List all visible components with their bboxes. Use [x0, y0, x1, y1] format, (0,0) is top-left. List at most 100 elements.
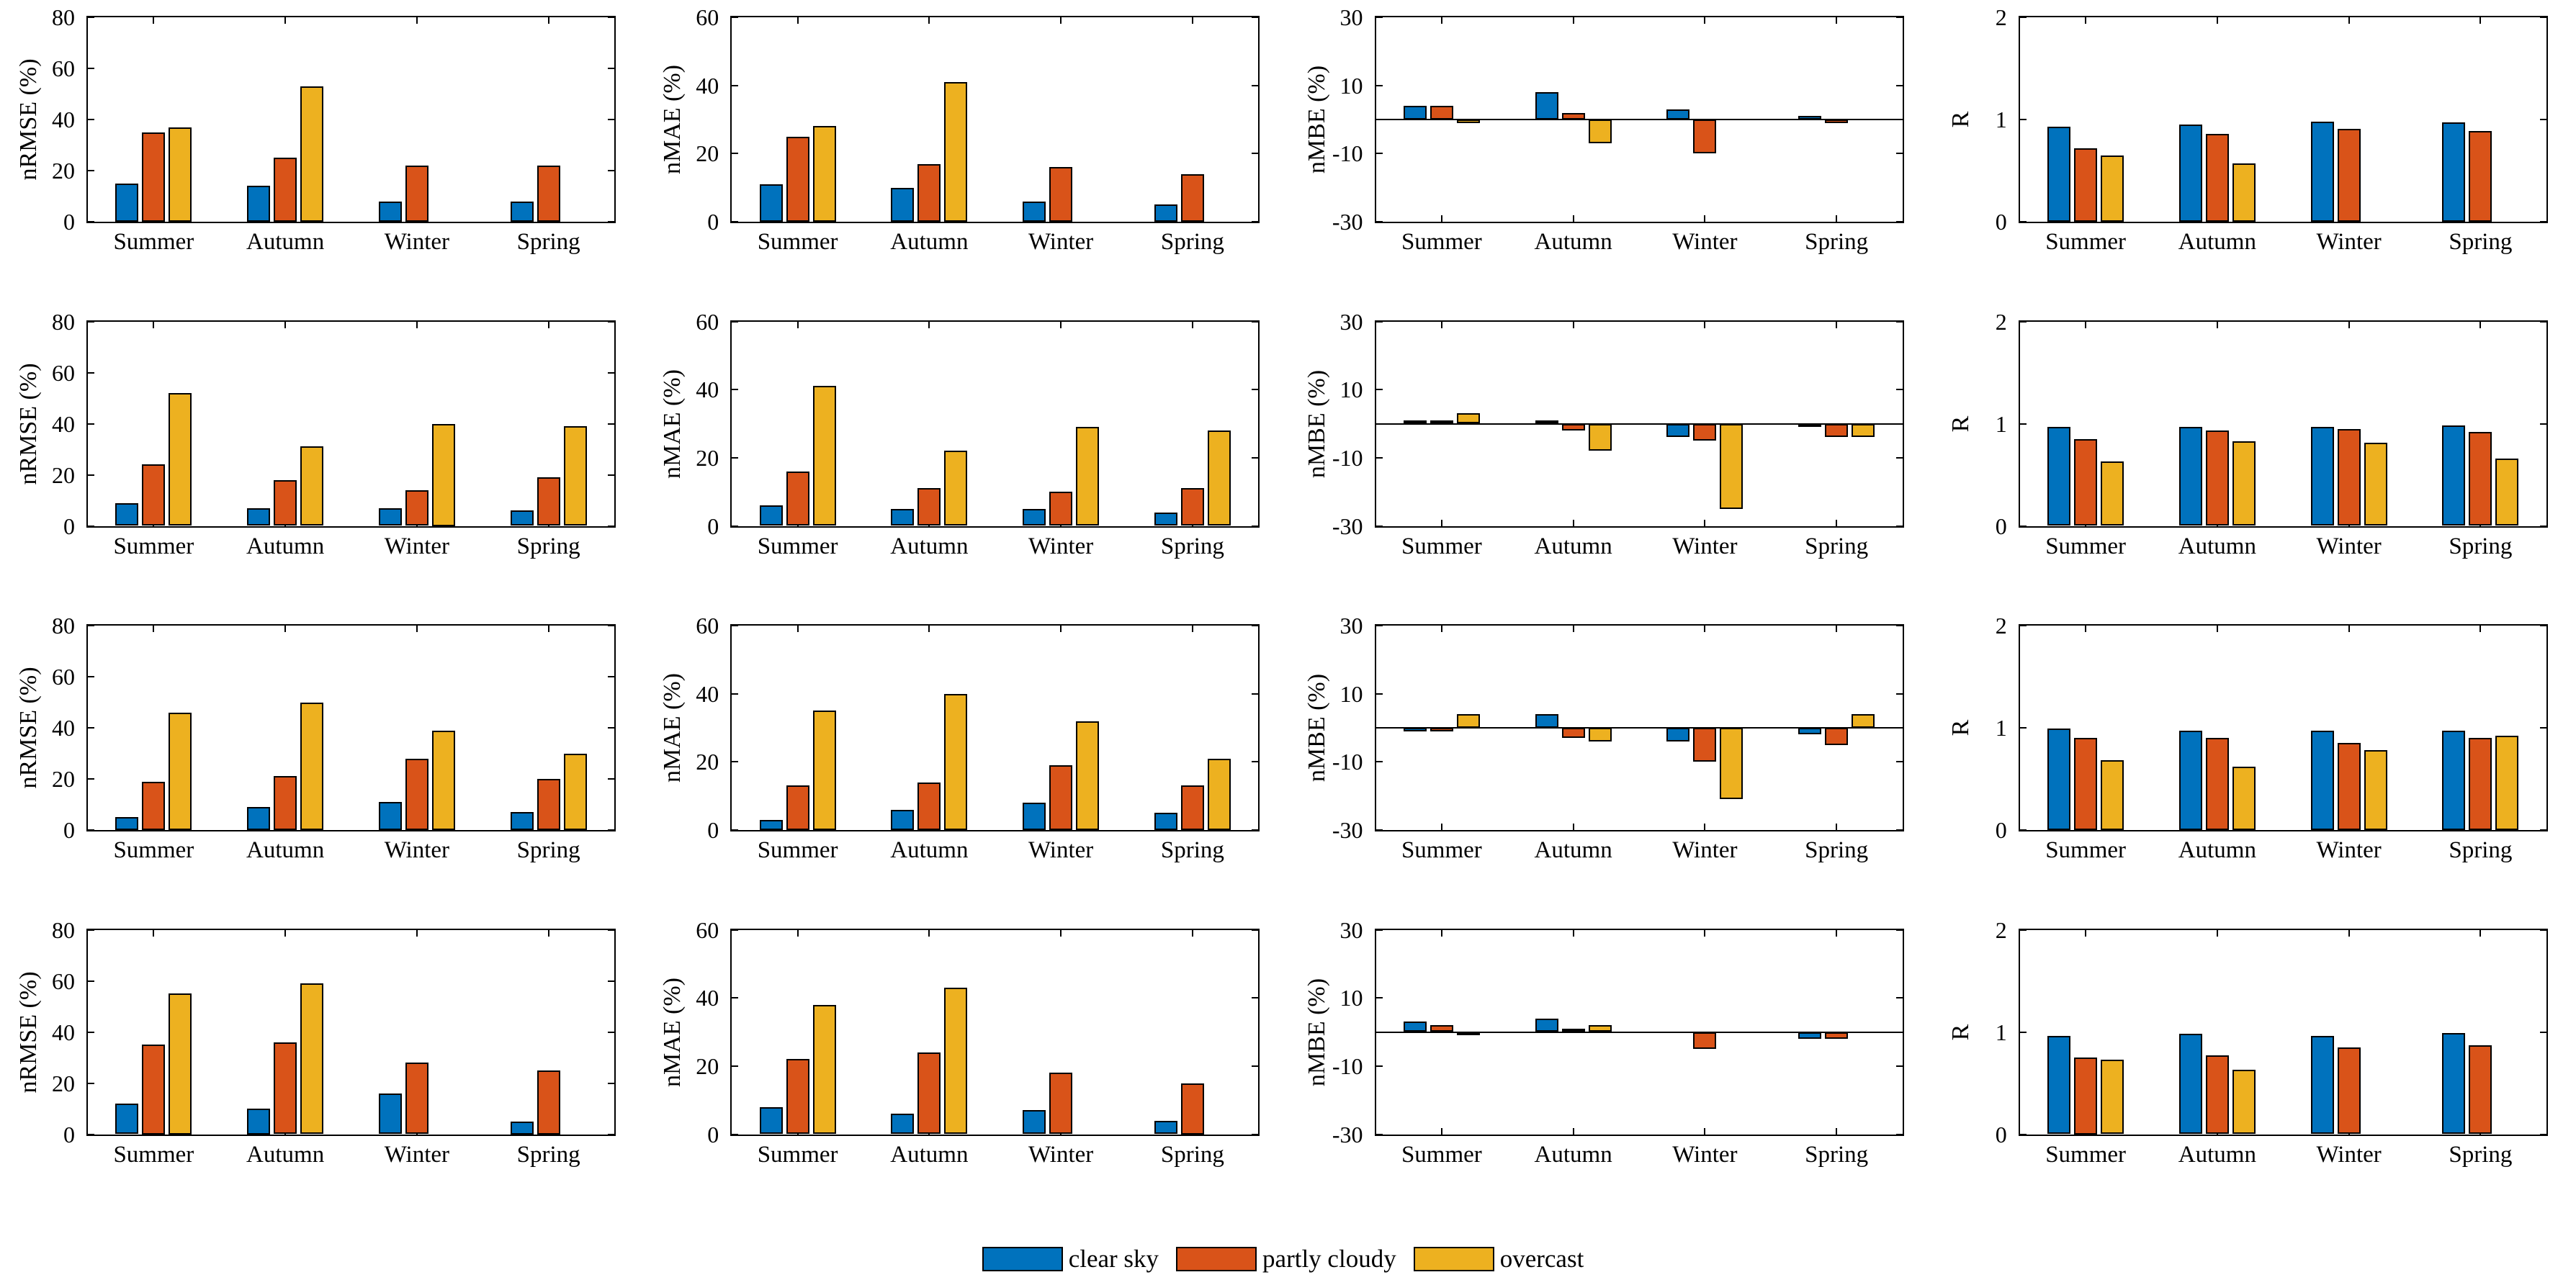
y-tick-label: 0	[707, 513, 719, 539]
bar-partly-cloudy	[2469, 431, 2492, 526]
x-tick-mark	[153, 929, 155, 937]
x-tick-mark	[1704, 929, 1706, 937]
y-tick-mark	[732, 320, 739, 323]
zero-baseline	[1375, 727, 1903, 729]
y-tick-mark	[1252, 1065, 1259, 1067]
x-tick-mark	[1572, 626, 1574, 632]
x-tick-label: Spring	[1160, 229, 1224, 255]
y-tick-mark	[1375, 829, 1383, 831]
bar-clear-sky	[1154, 512, 1177, 526]
bar-clear-sky	[759, 819, 783, 830]
y-tick-label: 40	[52, 1019, 75, 1045]
y-tick-mark	[2019, 829, 2027, 831]
y-tick-mark	[732, 17, 739, 18]
bar-clear-sky	[378, 801, 402, 830]
plot-area	[2018, 624, 2548, 831]
bar-partly-cloudy	[274, 479, 297, 526]
legend-item-clear-sky: clear sky	[982, 1245, 1169, 1273]
x-tick-mark	[1440, 929, 1442, 937]
y-tick-mark	[608, 929, 614, 931]
x-tick-label: Spring	[2449, 1141, 2513, 1168]
x-tick-label: Spring	[2449, 533, 2513, 559]
y-tick-mark	[2539, 1133, 2546, 1135]
y-tick-mark	[2539, 119, 2546, 120]
x-tick-label: Spring	[1160, 1141, 1224, 1168]
x-tick-mark	[1704, 519, 1706, 526]
bar-clear-sky	[759, 1106, 783, 1135]
plot-area	[1374, 624, 1904, 831]
bar-clear-sky	[510, 812, 534, 830]
bar-overcast	[169, 993, 192, 1135]
bar-partly-cloudy	[917, 1052, 941, 1135]
y-tick-label: 20	[52, 766, 75, 792]
y-tick-label: 40	[696, 72, 719, 99]
y-tick-label: 0	[63, 209, 75, 235]
y-tick-mark	[608, 221, 614, 222]
x-tick-mark	[1060, 17, 1062, 24]
y-tick-mark	[1895, 389, 1903, 391]
subplot-nmae-row2: nMAE (%) 0 20 40 60 Summer Autumn Winter Spring	[644, 305, 1288, 609]
bar-overcast	[944, 81, 968, 222]
y-tick-mark	[608, 676, 614, 677]
y-tick-mark	[1895, 17, 1903, 18]
y-tick-mark	[732, 761, 739, 763]
legend-swatch-clear-sky	[982, 1247, 1063, 1271]
bar-partly-cloudy	[2337, 743, 2361, 830]
bar-partly-cloudy	[2074, 148, 2098, 222]
y-tick-label: 2	[1995, 4, 2007, 30]
bar-partly-cloudy	[1561, 728, 1585, 739]
bar-clear-sky	[2310, 121, 2334, 222]
subplot-r-row2: R 0 1 2 Summer Autumn Winter Spring	[1932, 305, 2576, 609]
x-tick-mark	[1440, 519, 1442, 526]
x-tick-mark	[2479, 17, 2482, 24]
y-tick-label: 0	[1995, 817, 2007, 843]
y-tick-mark	[1252, 525, 1259, 527]
bar-clear-sky	[510, 510, 534, 526]
y-tick-label: 20	[696, 749, 719, 775]
y-tick-mark	[732, 1065, 739, 1067]
bar-overcast	[1852, 423, 1875, 438]
bar-partly-cloudy	[1180, 488, 1204, 526]
y-tick-mark	[88, 119, 94, 120]
y-tick-mark	[88, 980, 94, 982]
y-tick-mark	[1252, 84, 1259, 86]
y-tick-label: 1	[1995, 107, 2007, 132]
x-tick-label: Winter	[384, 837, 450, 863]
y-tick-label: 0	[1995, 209, 2007, 235]
bar-overcast	[1076, 427, 1100, 526]
x-tick-label: Winter	[1028, 837, 1094, 863]
bar-clear-sky	[2442, 425, 2466, 526]
bar-partly-cloudy	[274, 158, 297, 222]
bar-clear-sky	[1154, 813, 1177, 830]
bar-overcast	[169, 392, 192, 526]
bar-partly-cloudy	[2337, 1047, 2361, 1135]
x-tick-mark	[547, 321, 549, 328]
y-tick-mark	[1895, 625, 1903, 626]
legend: clear sky partly cloudy overcast	[0, 1245, 2576, 1273]
y-tick-mark	[608, 727, 614, 729]
x-tick-label: Winter	[1672, 533, 1738, 559]
bar-clear-sky	[1666, 423, 1690, 438]
x-tick-mark	[153, 321, 155, 328]
subplot-r-row4: R 0 1 2 Summer Autumn Winter Spring	[1932, 913, 2576, 1217]
subplot-nmae-row1: nMAE (%) 0 20 40 60 Summer Autumn Winter Spring	[644, 0, 1288, 305]
x-tick-mark	[1191, 17, 1193, 24]
x-tick-label: Summer	[757, 533, 838, 559]
bar-partly-cloudy	[2337, 428, 2361, 526]
bar-clear-sky	[2442, 122, 2466, 222]
y-tick-mark	[1375, 693, 1383, 695]
bar-clear-sky	[2310, 1036, 2334, 1135]
y-tick-mark	[1895, 153, 1903, 155]
x-tick-mark	[547, 626, 549, 632]
x-tick-label: Summer	[113, 1141, 194, 1168]
bar-partly-cloudy	[2074, 1058, 2098, 1135]
bar-partly-cloudy	[2205, 738, 2229, 830]
x-tick-mark	[1191, 321, 1193, 328]
y-tick-mark	[88, 1133, 94, 1135]
y-tick-label: 20	[52, 1070, 75, 1096]
bar-overcast	[944, 987, 968, 1135]
x-tick-label: Summer	[757, 837, 838, 863]
x-tick-label: Spring	[1160, 533, 1224, 559]
legend-label-partly-cloudy: partly cloudy	[1262, 1245, 1396, 1273]
x-tick-label: Spring	[2449, 837, 2513, 863]
